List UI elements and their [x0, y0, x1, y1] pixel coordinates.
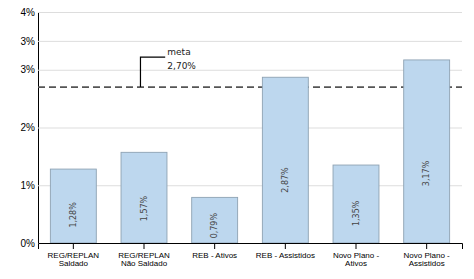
- x-axis-line: [39, 244, 463, 250]
- y-tick: 2%: [21, 122, 462, 133]
- y-tick: 3%: [21, 64, 462, 75]
- annotation-bracket: [140, 57, 165, 87]
- y-tick: 3%: [21, 36, 462, 47]
- annotation-text: 2,70%: [167, 61, 196, 71]
- bar: [404, 60, 450, 243]
- x-axis: REG/REPLANSaldado REG/REPLANNão Saldado RE…: [39, 243, 463, 268]
- x-tick: REB - Assistidos: [256, 243, 315, 260]
- annotation: meta 2,70%: [140, 47, 196, 87]
- reference-line: [38, 86, 462, 88]
- y-axis: 0% 1% 2% 3% 3% 4%: [21, 7, 462, 249]
- grid-line: [38, 185, 462, 186]
- tick-mark: [426, 243, 427, 249]
- y-tick-label: 3%: [21, 64, 36, 75]
- grid-line: [38, 128, 462, 129]
- data-labels: 1,28% 1,57% 0,79% 2,87% 1,35% 3,17%: [69, 160, 431, 238]
- y-tick-label: 2%: [21, 122, 36, 133]
- tick-mark: [285, 243, 286, 249]
- chart: 0% 1% 2% 3% 3% 4% REG/REPLANSaldado REG/REPLANN…: [0, 0, 474, 279]
- x-tick: Novo Plano -Ativos: [333, 243, 380, 268]
- data-label: 2,87%: [281, 167, 290, 193]
- tick-mark: [356, 243, 357, 249]
- bar: [192, 197, 238, 243]
- grid-line: [38, 12, 462, 13]
- x-tick-label: Novo Plano -Ativos: [333, 251, 380, 269]
- grid-line: [38, 41, 462, 42]
- grid-line: [38, 70, 462, 71]
- data-label: 1,57%: [140, 195, 149, 221]
- y-tick: 4%: [21, 7, 462, 18]
- x-tick: Novo Plano -Assistidos: [404, 243, 451, 268]
- x-tick-label: REB - Ativos: [192, 251, 237, 260]
- y-tick-label: 3%: [21, 36, 36, 47]
- tick-mark: [73, 243, 74, 249]
- annotation-text: meta: [167, 47, 190, 57]
- bar: [262, 77, 308, 243]
- tick-mark: [214, 243, 215, 249]
- tick-mark: [144, 243, 145, 249]
- x-tick: REB - Ativos: [192, 243, 237, 260]
- x-tick-label: REB - Assistidos: [256, 251, 315, 260]
- bar: [121, 152, 167, 243]
- x-tick: REG/REPLANNão Saldado: [118, 243, 170, 268]
- y-tick-label: 0%: [21, 238, 36, 249]
- bar: [50, 169, 96, 243]
- y-tick-label: 1%: [21, 180, 36, 191]
- plot: 0% 1% 2% 3% 3% 4% REG/REPLANSaldado REG/REPLANN…: [21, 7, 463, 269]
- x-tick: REG/REPLANSaldado: [48, 243, 100, 268]
- marks: [38, 60, 462, 243]
- x-tick-label: REG/REPLANSaldado: [48, 251, 100, 269]
- data-label: 1,35%: [352, 200, 361, 226]
- data-label: 1,28%: [69, 202, 78, 228]
- y-tick-label: 4%: [21, 7, 36, 18]
- data-label: 3,17%: [422, 160, 431, 186]
- data-label: 0,79%: [210, 213, 219, 239]
- x-tick-label: REG/REPLANNão Saldado: [118, 251, 170, 269]
- x-tick-label: Novo Plano -Assistidos: [404, 251, 451, 269]
- bar: [333, 165, 379, 243]
